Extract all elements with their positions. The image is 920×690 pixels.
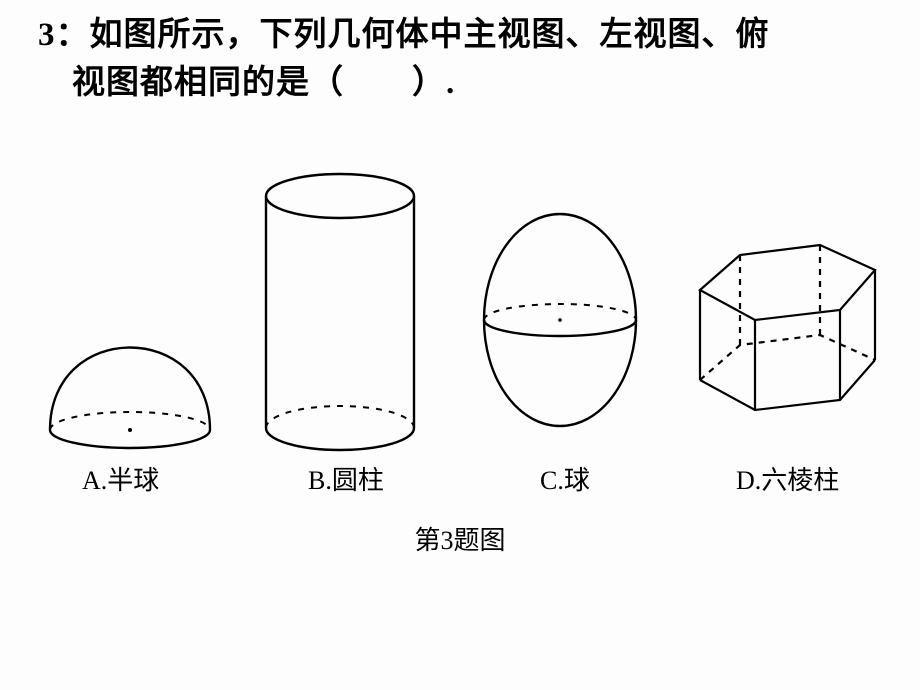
label-B: B.圆柱 [308,460,384,497]
figure-sphere [460,160,660,460]
figure-hex-prism [670,160,900,460]
figure-cylinder [240,160,440,460]
labels-row: A.半球 B.圆柱 C.球 D.六棱柱 [0,460,920,500]
q-line1: 3：如图所示，下列几何体中主视图、左视图、俯 [38,17,770,53]
label-C: C.球 [540,460,590,497]
figure-hemisphere [20,160,240,460]
label-A: A.半球 [82,460,159,497]
figure-caption: 第3题图 [414,526,505,555]
q-line2: 视图都相同的是（ ）. [38,65,455,101]
caption-row: 第3题图 [0,520,920,557]
label-D: D.六棱柱 [736,460,839,497]
figures-row [0,160,920,450]
question-text: 3：如图所示，下列几何体中主视图、左视图、俯 视图都相同的是（ ）. [38,12,900,108]
